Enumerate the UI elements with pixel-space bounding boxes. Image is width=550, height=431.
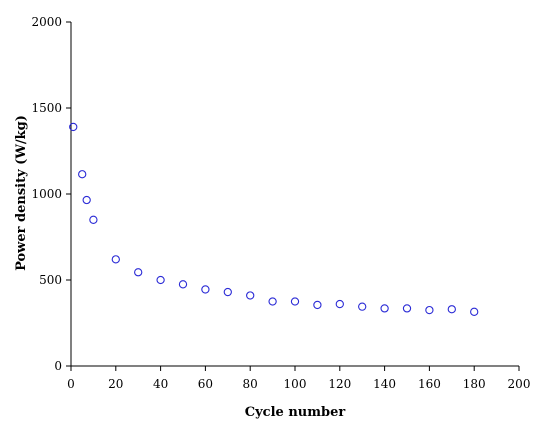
data-point: [82, 195, 91, 205]
data-point: [134, 268, 143, 277]
data-point: [246, 291, 255, 300]
data-point: [290, 297, 300, 306]
data-point: [268, 297, 277, 306]
x-tick-label: 120: [328, 377, 351, 391]
y-tick-label: 1500: [31, 101, 62, 115]
x-tick-label: 100: [284, 377, 307, 391]
x-tick-label: 0: [67, 377, 75, 391]
x-tick-label: 60: [198, 377, 213, 391]
x-tick-label: 180: [463, 377, 486, 391]
data-point: [69, 122, 78, 132]
data-point: [447, 305, 456, 314]
data-point: [335, 299, 344, 309]
data-points: [69, 122, 479, 316]
data-point: [425, 305, 434, 315]
ticks: 0 20 40 60 80 100 120 140 160 180 2000500100015002…: [31, 15, 530, 391]
y-tick-label: 2000: [31, 15, 62, 29]
data-point: [178, 280, 188, 289]
data-point: [313, 300, 322, 310]
data-point: [358, 302, 367, 311]
x-tick-label: 40: [153, 377, 168, 391]
y-axis-title: Power density (W/kg): [14, 115, 29, 271]
y-tick-label: 1000: [31, 187, 62, 201]
data-point: [380, 304, 389, 313]
x-tick-label: 140: [373, 377, 396, 391]
y-tick-label: 500: [39, 273, 62, 287]
data-point: [156, 275, 165, 285]
x-tick-label: 200: [508, 377, 531, 391]
data-point: [470, 307, 479, 316]
x-axis-title: Cycle number: [245, 405, 346, 420]
data-point: [402, 304, 412, 313]
data-point: [223, 287, 232, 297]
data-point: [201, 285, 210, 294]
x-tick-label: 160: [418, 377, 441, 391]
data-point: [78, 170, 87, 179]
data-point: [111, 255, 120, 264]
axes: [70, 22, 519, 367]
x-tick-label: 20: [108, 377, 123, 391]
data-point: [89, 215, 98, 224]
x-tick-label: 80: [243, 377, 258, 391]
y-tick-label: 0: [54, 359, 62, 373]
